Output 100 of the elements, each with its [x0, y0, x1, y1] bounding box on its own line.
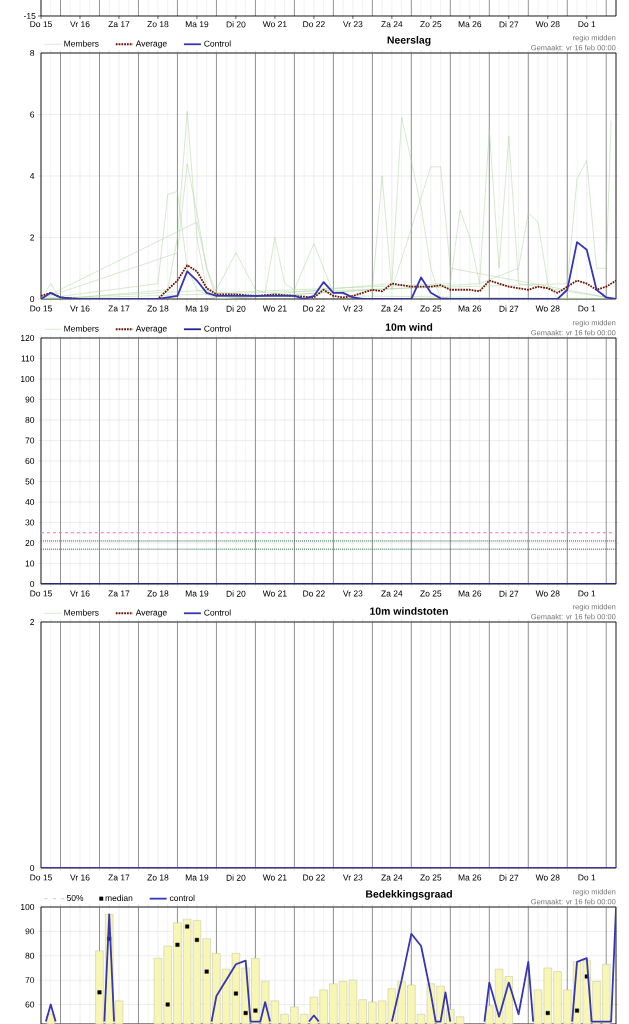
- legend-label: Control: [204, 325, 231, 332]
- y-tick-label: 4: [29, 173, 35, 179]
- x-tick-label: Vr 23: [342, 305, 363, 312]
- text: Vr 23: [342, 21, 363, 28]
- legend-label: Control: [204, 609, 231, 616]
- y-tick-label: 80: [25, 417, 35, 423]
- chart-title: Neerslag: [387, 36, 431, 46]
- x-tick-label: Wo 21: [262, 874, 287, 881]
- x-tick-label: Wo 28: [535, 305, 560, 312]
- y-tick-label: 80: [25, 952, 35, 959]
- legend-label: Average: [135, 325, 167, 334]
- text: Ma 19: [185, 21, 209, 28]
- x-tick-label: Di 27: [499, 590, 519, 597]
- x-tick-label: Za 17: [108, 305, 130, 312]
- x-tick-label: Do 15: [30, 590, 52, 597]
- y-tick-label: 0: [30, 296, 35, 302]
- text: Ma 26: [458, 21, 482, 28]
- x-tick-label: Di 20: [226, 305, 246, 312]
- x-tick-label: Vr 16: [70, 305, 90, 312]
- text: Di 27: [499, 21, 519, 28]
- x-tick-label: Do 1: [578, 305, 596, 312]
- y-tick-label: 0: [30, 865, 35, 871]
- y-tick-label: 10: [25, 560, 35, 567]
- text: Wo 28: [535, 21, 560, 28]
- x-tick-label: Wo 21: [262, 590, 287, 597]
- y-tick-label: 6: [30, 111, 35, 118]
- y-tick-label: 8: [30, 50, 35, 56]
- x-tick-label: Ma 26: [458, 305, 482, 312]
- chart-title: 10m wind: [385, 323, 433, 331]
- x-tick-label: Wo 28: [535, 590, 560, 597]
- y-tick-label: 70: [25, 977, 35, 984]
- x-tick-label: Do 1: [578, 590, 596, 597]
- x-tick-label: Do 15: [30, 874, 52, 881]
- legend-label: Average: [135, 40, 167, 49]
- text: Za 24: [381, 21, 403, 28]
- y-tick-label: 2: [30, 619, 35, 625]
- x-tick-label: Zo 18: [147, 874, 169, 881]
- x-tick-label: Za 17: [108, 590, 130, 597]
- legend-label: control: [169, 894, 195, 902]
- text: Vr 16: [70, 21, 90, 28]
- x-tick-label: Zo 25: [420, 590, 442, 597]
- y-tick-label: 40: [25, 499, 35, 505]
- x-tick-label: Vr 23: [342, 590, 363, 597]
- x-tick-label: Zo 25: [420, 305, 442, 312]
- x-tick-label: Do 22: [303, 874, 325, 881]
- x-tick-label: Ma 26: [458, 874, 482, 881]
- x-tick-label: Ma 26: [458, 590, 482, 597]
- x-tick-label: Zo 18: [147, 590, 169, 597]
- text: Do 22: [303, 21, 325, 28]
- x-tick-label: Vr 16: [70, 590, 90, 597]
- legend-label: Members: [64, 40, 99, 47]
- text: Wo 21: [262, 21, 287, 28]
- chart-title: 10m windstoten: [370, 607, 448, 615]
- x-tick-label: Ma 19: [185, 305, 209, 312]
- legend-label: Members: [64, 325, 99, 332]
- text: Do 1: [578, 21, 596, 28]
- legend-label: Control: [204, 40, 231, 47]
- x-tick-label: Do 15: [30, 305, 52, 312]
- x-tick-label: Ma 19: [185, 874, 209, 881]
- y-tick-label: 2: [30, 234, 35, 241]
- text: -15: [23, 13, 36, 19]
- y-tick-label: 70: [25, 437, 35, 444]
- legend-label: median: [105, 894, 133, 902]
- x-tick-label: Do 22: [303, 590, 325, 597]
- y-tick-label: 90: [25, 928, 35, 935]
- y-tick-label: 0: [30, 581, 35, 587]
- legend-label: 50%: [66, 894, 84, 901]
- x-tick-label: Zo 18: [147, 305, 169, 312]
- y-tick-label: 20: [25, 540, 35, 546]
- y-tick-label: 50: [25, 478, 35, 485]
- x-tick-label: Di 20: [226, 590, 246, 597]
- x-tick-label: Vr 16: [70, 874, 90, 881]
- x-tick-label: Ma 19: [185, 590, 209, 597]
- x-tick-label: Wo 28: [535, 874, 560, 881]
- text: Zo 25: [420, 21, 442, 28]
- x-tick-label: Di 27: [499, 874, 519, 881]
- text: Zo 18: [147, 21, 169, 28]
- y-tick-label: 90: [25, 396, 35, 403]
- x-tick-label: Di 20: [226, 874, 246, 881]
- x-tick-label: Za 24: [381, 874, 403, 881]
- text: Do 15: [30, 21, 52, 28]
- x-tick-label: Wo 21: [262, 305, 287, 312]
- x-tick-label: Di 27: [499, 305, 519, 312]
- text: Di 20: [226, 21, 246, 28]
- y-tick-label: 30: [25, 519, 35, 526]
- y-tick-label: 60: [25, 458, 35, 464]
- text: Za 17: [108, 21, 130, 28]
- x-tick-label: Za 24: [381, 590, 403, 597]
- y-tick-label: 60: [25, 1001, 35, 1008]
- y-tick-label: 100: [21, 904, 35, 910]
- legend-label: Average: [135, 609, 167, 618]
- x-tick-label: Za 24: [381, 305, 403, 312]
- legend-label: Members: [64, 609, 99, 616]
- y-tick-label: 110: [21, 355, 35, 362]
- chart-title: Bedekkingsgraad: [366, 890, 452, 900]
- x-tick-label: Do 1: [578, 874, 596, 881]
- y-tick-label: 100: [21, 376, 35, 382]
- x-tick-label: Do 22: [303, 305, 325, 312]
- x-tick-label: Zo 25: [420, 874, 442, 881]
- x-tick-label: Za 17: [108, 874, 130, 881]
